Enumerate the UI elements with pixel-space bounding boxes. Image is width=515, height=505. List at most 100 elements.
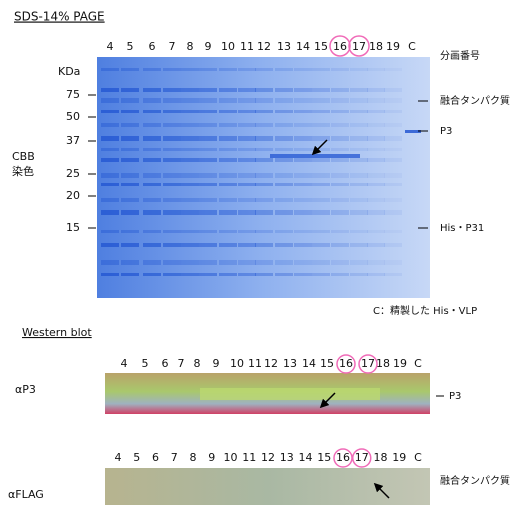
title: SDS-14% PAGE	[14, 10, 105, 24]
gel-band	[294, 98, 312, 103]
gel-band	[181, 210, 199, 215]
gel-band	[121, 230, 139, 233]
gel-band	[121, 68, 139, 71]
gel-band	[101, 243, 119, 247]
lane-label: 19	[393, 357, 407, 370]
gel-band	[255, 110, 273, 113]
gel-band	[121, 110, 139, 113]
gel-band	[101, 68, 119, 71]
gel-band	[101, 110, 119, 113]
gel-band	[367, 148, 385, 151]
gel-band	[238, 183, 256, 186]
lane-label: 8	[187, 40, 194, 53]
gel-band	[275, 148, 293, 151]
gel-band	[255, 136, 273, 141]
gel-band	[384, 260, 402, 265]
gel-band	[101, 88, 119, 92]
lane-label: 9	[205, 40, 212, 53]
lane-label: C	[414, 357, 422, 370]
gel-band	[275, 173, 293, 178]
band-label: 融合タンパク質	[440, 94, 510, 107]
gel-band	[101, 173, 119, 178]
stain-label: CBB	[12, 150, 35, 163]
gel-band	[163, 148, 181, 151]
gel-band	[255, 158, 273, 162]
gel-band	[143, 210, 161, 215]
gel-band	[255, 123, 273, 127]
gel-band	[312, 198, 330, 202]
lane-label: 11	[242, 451, 256, 464]
gel-band	[163, 183, 181, 186]
gel-band	[384, 210, 402, 215]
gel-band	[219, 173, 237, 178]
lane-label: 18	[374, 451, 388, 464]
gel-band	[238, 148, 256, 151]
section-title: Western blot	[22, 326, 92, 339]
gel-band	[163, 88, 181, 92]
gel-band	[350, 173, 368, 178]
gel-band	[270, 154, 360, 158]
blot-image	[105, 468, 430, 505]
gel-band	[275, 183, 293, 186]
gel-band	[275, 110, 293, 113]
gel-band	[219, 110, 237, 113]
gel-band	[181, 110, 199, 113]
gel-band	[367, 136, 385, 141]
lane-label: 7	[178, 357, 185, 370]
lane-label: 5	[142, 357, 149, 370]
gel-band	[312, 68, 330, 71]
gel-band	[312, 110, 330, 113]
gel-band	[255, 260, 273, 265]
gel-band	[143, 88, 161, 92]
gel-band	[219, 273, 237, 276]
gel-band	[163, 110, 181, 113]
gel-band	[294, 158, 312, 162]
gel-band	[121, 123, 139, 127]
gel-band	[331, 260, 349, 265]
gel-band	[121, 210, 139, 215]
gel-band	[350, 136, 368, 141]
gel-band	[312, 98, 330, 103]
gel-band	[219, 230, 237, 233]
gel-band	[219, 260, 237, 265]
gel-band	[312, 148, 330, 151]
gel-band	[255, 98, 273, 103]
gel-band	[219, 183, 237, 186]
lane-label: 11	[240, 40, 254, 53]
gel-band	[367, 88, 385, 92]
gel-band	[350, 158, 368, 162]
gel-band	[331, 98, 349, 103]
lane-label: 15	[314, 40, 328, 53]
lane-label: 18	[376, 357, 390, 370]
gel-band	[143, 110, 161, 113]
gel-band	[312, 158, 330, 162]
gel-band	[275, 243, 293, 247]
gel-band	[143, 136, 161, 141]
lane-label: 5	[133, 451, 140, 464]
gel-band	[331, 230, 349, 233]
lane-label: 16	[339, 357, 353, 370]
gel-band	[101, 183, 119, 186]
gel-band	[331, 210, 349, 215]
gel-band	[275, 68, 293, 71]
lane-label: 6	[152, 451, 159, 464]
gel-band	[367, 173, 385, 178]
stain-label: 染色	[12, 164, 34, 178]
gel-band	[294, 198, 312, 202]
gel-band	[367, 260, 385, 265]
marker-label: 20	[66, 189, 80, 202]
antibody-label: αP3	[15, 383, 36, 396]
gel-band	[143, 260, 161, 265]
gel-band	[163, 243, 181, 247]
lane-label: 16	[336, 451, 350, 464]
gel-band	[275, 98, 293, 103]
lane-label: C	[408, 40, 416, 53]
gel-band	[384, 273, 402, 276]
gel-band	[255, 183, 273, 186]
gel-band	[199, 273, 217, 276]
gel-band	[143, 123, 161, 127]
gel-band	[219, 98, 237, 103]
gel-band	[384, 183, 402, 186]
gel-band	[199, 148, 217, 151]
gel-band	[238, 123, 256, 127]
